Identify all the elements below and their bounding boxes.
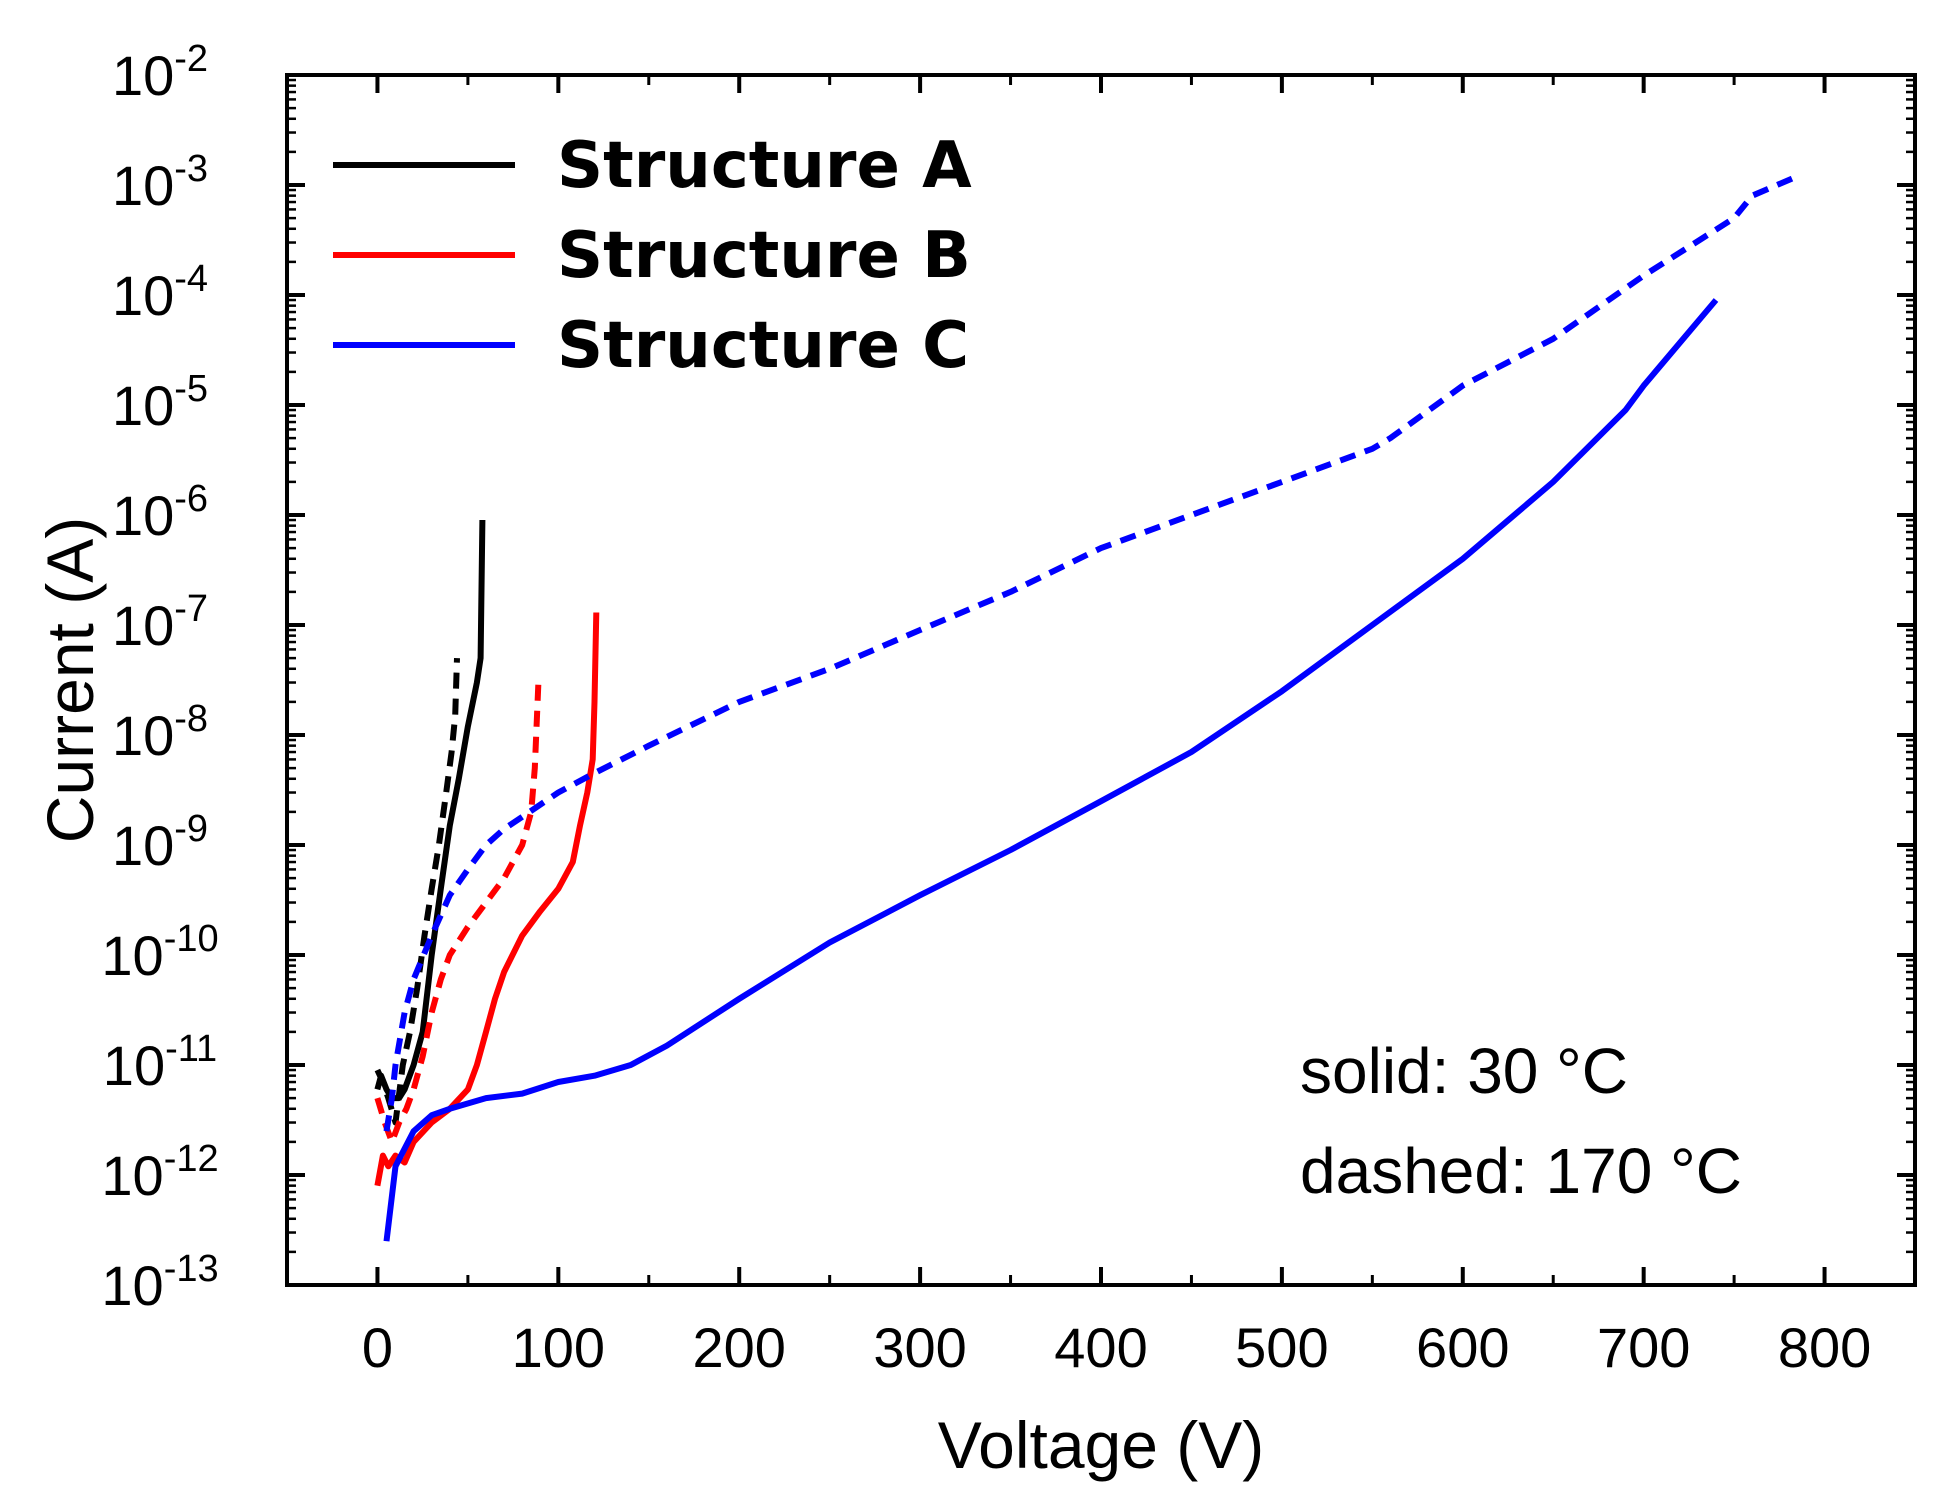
plot-frame: [285, 73, 1917, 1287]
x-tick-label: 400: [1054, 1316, 1147, 1379]
y-tick-label: 10-10: [101, 918, 218, 987]
y-tick-label: 10-3: [112, 148, 208, 217]
x-tick-label: 600: [1416, 1316, 1509, 1379]
legend-label-structure-a: Structure A: [557, 129, 972, 203]
legend: Structure A Structure B Structure C: [333, 129, 972, 383]
x-tick-label: 0: [362, 1316, 393, 1379]
series-line-structure-b-dashed: [374, 682, 542, 1145]
y-tick-label: 10-5: [112, 368, 208, 437]
legend-label-structure-b: Structure B: [557, 219, 971, 293]
y-tick-label: 10-6: [112, 478, 208, 547]
y-tick-label: 10-4: [112, 258, 208, 327]
legend-label-structure-c: Structure C: [557, 309, 969, 383]
x-tick-label: 700: [1597, 1316, 1690, 1379]
y-tick-label: 10-11: [103, 1028, 217, 1097]
series-line-structure-c-solid: [383, 298, 1719, 1242]
y-axis-title: Current (A): [33, 517, 107, 843]
series-line-structure-c-dashed: [383, 173, 1799, 1132]
y-tick-label: 10-13: [101, 1248, 218, 1317]
y-tick-label: 10-9: [112, 808, 208, 877]
x-tick-label: 300: [873, 1316, 966, 1379]
x-tick-label: 100: [512, 1316, 605, 1379]
tick-labels-layer: 0 100 200 300 400 500 600 700 800 10-2 10-3 10-4 10-…: [101, 38, 1871, 1379]
x-tick-label: 800: [1778, 1316, 1871, 1379]
x-tick-label: 500: [1235, 1316, 1328, 1379]
series-layer: [374, 173, 1799, 1242]
y-tick-label: 10-2: [112, 38, 208, 107]
x-axis-title: Voltage (V): [938, 1408, 1265, 1482]
annotation-solid: solid: 30 °C: [1300, 1035, 1628, 1107]
x-tick-label: 200: [693, 1316, 786, 1379]
y-tick-label: 10-7: [112, 588, 208, 657]
annotation-dashed: dashed: 170 °C: [1300, 1135, 1742, 1207]
y-tick-label: 10-12: [101, 1138, 218, 1207]
y-tick-label: 10-8: [112, 698, 208, 767]
